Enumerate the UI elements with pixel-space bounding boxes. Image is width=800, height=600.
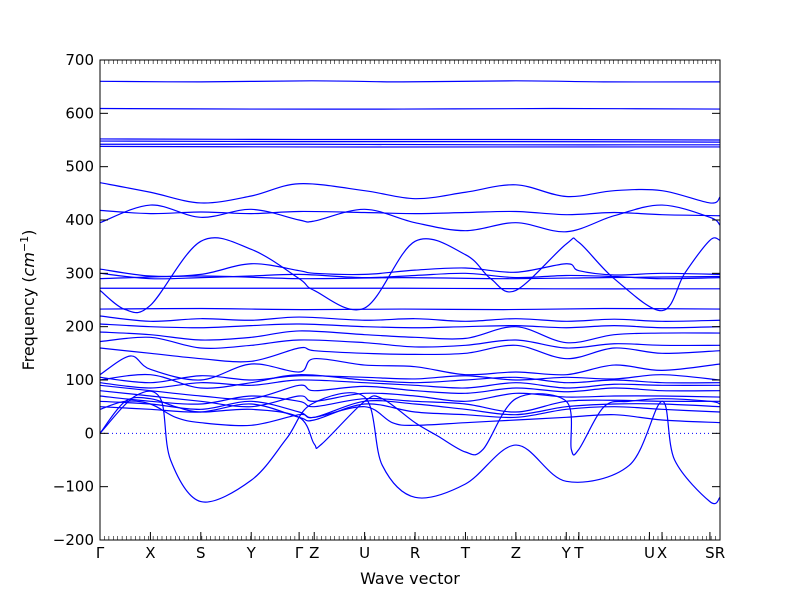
y-axis: −200 −100 0 100 200 300 400 500 600 700	[53, 51, 720, 549]
phonon-band-13	[100, 275, 720, 280]
x-tick-label: Z	[511, 544, 521, 562]
x-tick-label: Γ	[295, 544, 304, 562]
phonon-band-25	[100, 384, 720, 400]
phonon-band-5	[100, 143, 720, 146]
x-tick-label: Y	[246, 544, 257, 562]
phonon-band-9	[100, 209, 720, 217]
y-tick-label: 300	[65, 264, 94, 282]
plot-frame	[99, 59, 721, 541]
y-axis-label-exponent: −1	[18, 236, 31, 252]
x-tick-label: T	[573, 544, 584, 562]
x-tick-label: Y	[561, 544, 572, 562]
y-tick-label: 0	[84, 424, 94, 442]
phonon-band-7	[100, 182, 720, 204]
x-tick-label: R	[410, 544, 420, 562]
x-tick-label: S	[705, 544, 715, 562]
phonon-band-6	[100, 145, 720, 148]
phonon-band-19	[100, 336, 720, 349]
x-tick-label: Γ	[96, 544, 105, 562]
y-tick-label: 500	[65, 158, 94, 176]
phonon-band-32	[100, 390, 720, 505]
y-tick-label: 400	[65, 211, 94, 229]
phonon-band-18	[100, 326, 720, 344]
x-tick-label: T	[460, 544, 471, 562]
y-axis-label: Frequency (cm−1)	[18, 230, 38, 371]
y-tick-label: −200	[53, 531, 94, 549]
x-tick-label: U	[359, 544, 370, 562]
phonon-band-3	[100, 138, 720, 141]
phonon-band-21	[100, 355, 720, 381]
phonon-band-31	[100, 393, 720, 456]
x-tick-label: X	[145, 544, 155, 562]
y-axis-label-main: Frequency (	[19, 276, 38, 370]
phonon-band-16	[100, 315, 720, 322]
phonon-band-14	[100, 287, 720, 290]
y-tick-label: 200	[65, 318, 94, 336]
phonon-band-22	[100, 374, 720, 384]
x-axis-label: Wave vector	[360, 569, 460, 588]
y-axis-label-unit: cm	[19, 252, 38, 276]
phonon-band-23	[100, 373, 720, 389]
phonon-band-8	[100, 204, 720, 233]
phonon-band-20	[100, 344, 720, 363]
y-tick-label: −100	[53, 478, 94, 496]
phonon-band-24	[100, 379, 720, 389]
x-tick-label: Z	[309, 544, 319, 562]
x-tick-label: U	[644, 544, 655, 562]
x-tick-label: R	[715, 544, 725, 562]
bands-layer	[100, 80, 720, 505]
y-axis-label-close: )	[19, 230, 38, 236]
phonon-band-30	[100, 400, 720, 427]
phonon-band-2	[100, 107, 720, 110]
phonon-band-10	[100, 237, 720, 314]
phonon-band-12	[100, 272, 720, 280]
phonon-band-28	[100, 400, 720, 419]
phonon-band-26	[100, 390, 720, 408]
phonon-band-11	[100, 263, 720, 278]
phonon-band-27	[100, 395, 720, 413]
phonon-band-15	[100, 307, 720, 311]
minor-ticks	[99, 60, 721, 540]
phonon-band-17	[100, 323, 720, 329]
phonon-band-1	[100, 80, 720, 83]
y-tick-label: 600	[65, 104, 94, 122]
x-tick-label: X	[657, 544, 667, 562]
y-tick-label: 700	[65, 51, 94, 69]
x-tick-label: S	[196, 544, 206, 562]
phonon-band-4	[100, 140, 720, 143]
y-tick-label: 100	[65, 371, 94, 389]
